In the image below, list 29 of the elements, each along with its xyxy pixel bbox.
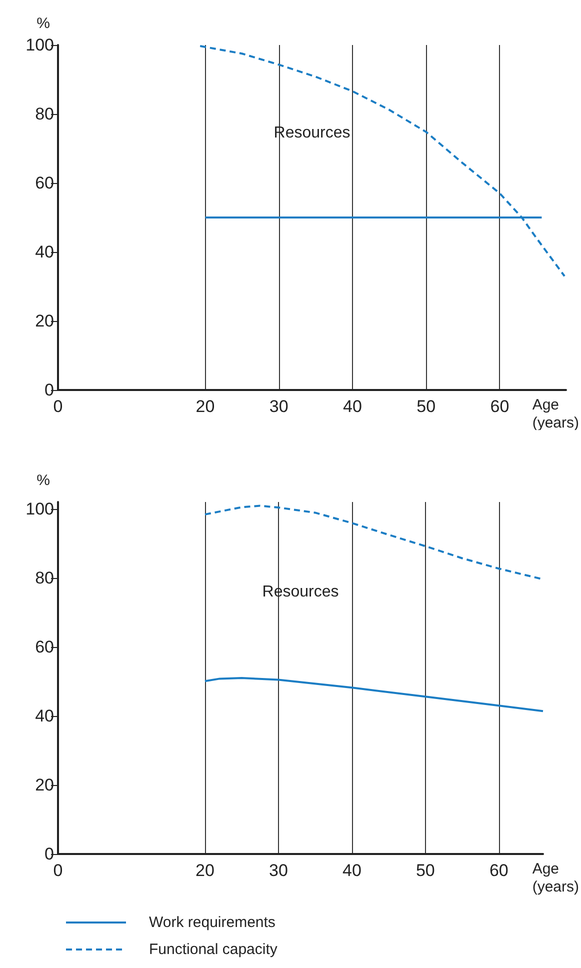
y-axis-title: % [36, 15, 50, 32]
line-series [199, 45, 566, 278]
y-tick-label: 20 [35, 312, 54, 330]
x-tick-label: 60 [489, 861, 508, 880]
x-tick-label: 20 [196, 397, 215, 416]
x-tick-label: 60 [490, 397, 510, 416]
x-axis-title: Age (years) [532, 860, 580, 896]
x-tick-label: 40 [343, 397, 362, 416]
y-tick-label: 80 [35, 568, 54, 588]
x-tick-label: 20 [196, 861, 214, 880]
legend-label: Work requirements [149, 914, 276, 931]
line-series [204, 677, 544, 712]
x-tick-label: 50 [416, 397, 436, 416]
legend-label: Functional capacity [149, 941, 278, 958]
y-tick-label: 20 [35, 775, 54, 794]
x-tick-label: 30 [268, 861, 288, 880]
y-tick-label: 60 [35, 174, 54, 192]
y-tick-label: 80 [35, 104, 54, 124]
y-tick-label: 0 [44, 380, 54, 400]
x-tick-label: 40 [342, 861, 362, 880]
x-tick-label: 30 [269, 397, 288, 416]
y-tick-label: 40 [35, 706, 54, 726]
y-tick-label: 0 [44, 844, 54, 864]
y-tick-label: 100 [26, 36, 54, 54]
x-tick-label: 50 [416, 861, 435, 880]
y-tick-label: 100 [26, 499, 54, 518]
y-axis-title: % [36, 472, 50, 489]
y-tick-label: 40 [35, 242, 54, 262]
y-tick-label: 60 [35, 637, 54, 656]
